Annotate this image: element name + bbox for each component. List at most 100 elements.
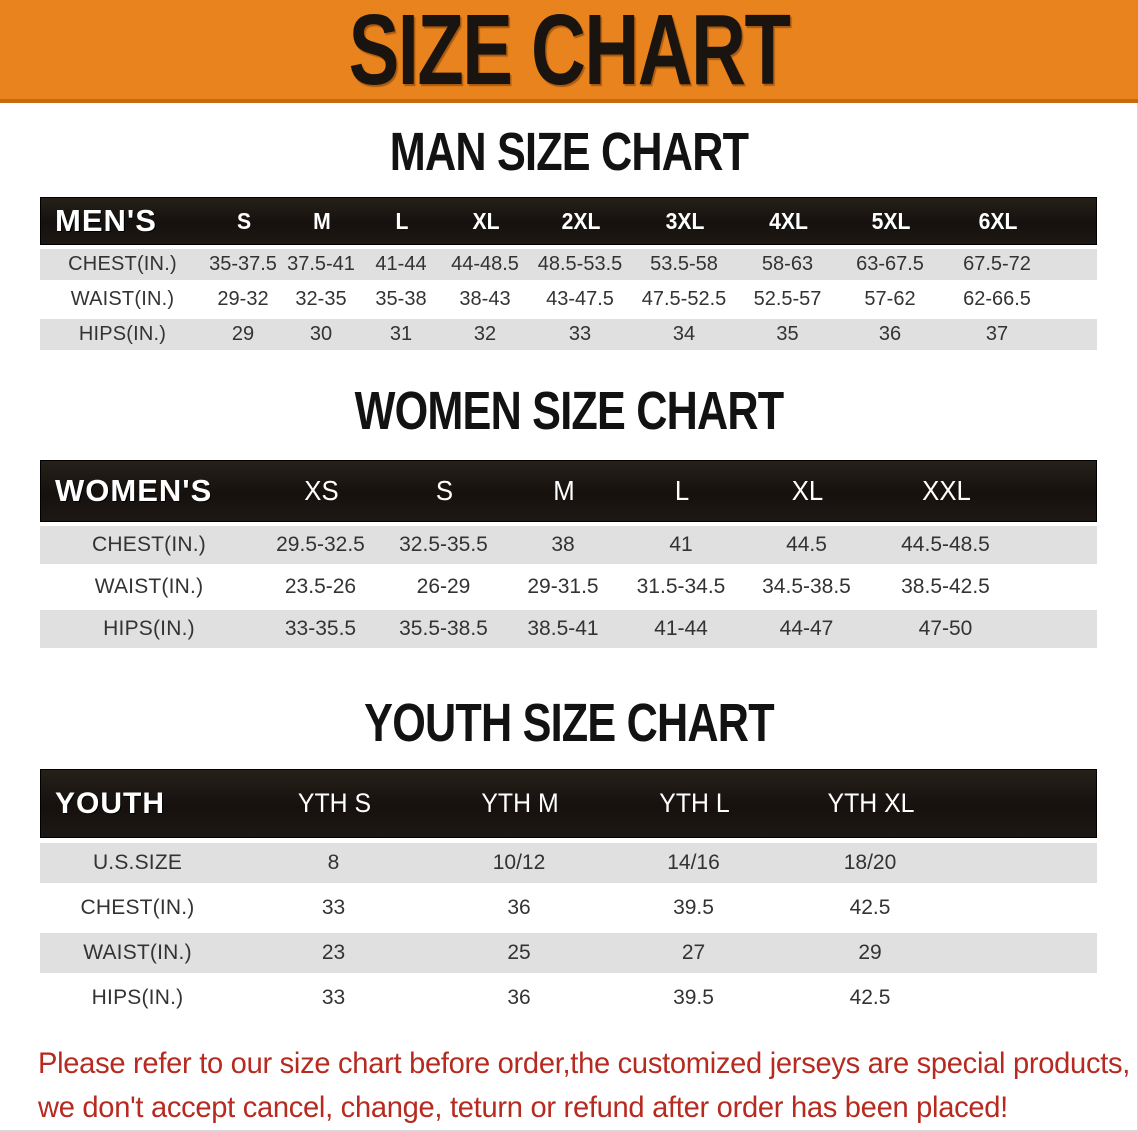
size-value-cell: 14/16 bbox=[667, 851, 720, 874]
size-value-cell: 37 bbox=[985, 323, 1009, 345]
size-value-cell: 29.5-32.5 bbox=[276, 533, 365, 556]
size-value-cell: 35-38 bbox=[375, 288, 427, 310]
size-value-cell: 44.5 bbox=[786, 533, 827, 556]
size-value-cell: 42.5 bbox=[849, 986, 891, 1009]
size-value-cell: 44-48.5 bbox=[451, 253, 519, 275]
youth-size-table: YOUTH YTH S YTH M YTH L YTH XL U.S.SIZE 8 10/12… bbox=[40, 769, 1097, 1018]
row-label: U.S.SIZE bbox=[92, 851, 183, 874]
banner: SIZE CHART bbox=[0, 0, 1138, 103]
men-table-title: MEN'S bbox=[55, 203, 157, 238]
row-label: HIPS(IN.) bbox=[78, 323, 167, 345]
women-size-chart-section: WOMEN SIZE CHART WOMEN'S XS S M L XL XXL CHEST(… bbox=[0, 384, 1138, 648]
size-value-cell: 35-37.5 bbox=[209, 253, 277, 275]
size-value-cell: 62-66.5 bbox=[963, 288, 1031, 310]
size-value-cell: 10/12 bbox=[492, 851, 546, 874]
size-value-cell: 43-47.5 bbox=[546, 288, 614, 310]
size-value-cell: 29 bbox=[231, 323, 255, 345]
men-size-chart-section: MAN SIZE CHART MEN'S S M L XL 2XL 3XL 4XL 5XL 6XL… bbox=[0, 125, 1138, 350]
size-column-header: YTH XL bbox=[827, 788, 915, 818]
size-column-header: XS bbox=[304, 475, 339, 506]
size-value-cell: 34.5-38.5 bbox=[762, 575, 851, 598]
size-value-cell: 38 bbox=[551, 533, 575, 556]
row-label: CHEST(IN.) bbox=[80, 896, 195, 919]
size-value-cell: 30 bbox=[309, 323, 333, 345]
size-column-header: S bbox=[435, 475, 454, 506]
size-value-cell: 32 bbox=[473, 323, 497, 345]
size-value-cell: 33-35.5 bbox=[284, 617, 357, 640]
page-title: SIZE CHART bbox=[348, 0, 791, 106]
size-value-cell: 39.5 bbox=[673, 896, 714, 919]
size-value-cell: 67.5-72 bbox=[963, 253, 1031, 275]
size-column-header: 2XL bbox=[561, 207, 601, 234]
size-value-cell: 33 bbox=[568, 323, 592, 345]
size-column-header: L bbox=[395, 207, 409, 234]
size-chart-content: MAN SIZE CHART MEN'S S M L XL 2XL 3XL 4XL 5XL 6XL… bbox=[0, 125, 1138, 1018]
size-value-cell: 8 bbox=[327, 851, 340, 874]
size-column-header: XL bbox=[791, 475, 824, 506]
size-value-cell: 36 bbox=[507, 896, 531, 919]
size-value-cell: 38.5-42.5 bbox=[901, 575, 990, 598]
men-section-heading: MAN SIZE CHART bbox=[389, 122, 749, 182]
size-value-cell: 33 bbox=[321, 986, 346, 1009]
size-column-header: XL bbox=[472, 207, 500, 234]
size-value-cell: 29-32 bbox=[217, 288, 269, 310]
size-value-cell: 48.5-53.5 bbox=[537, 253, 623, 275]
row-label: WAIST(IN.) bbox=[70, 288, 175, 310]
size-value-cell: 27 bbox=[681, 941, 706, 964]
size-value-cell: 53.5-58 bbox=[650, 253, 718, 275]
size-value-cell: 58-63 bbox=[761, 253, 814, 275]
women-row-chest-in: CHEST(IN.) 29.5-32.5 32.5-35.5 38 41 44.5 44.5… bbox=[40, 526, 1097, 564]
youth-table-header: YOUTH YTH S YTH M YTH L YTH XL bbox=[40, 769, 1097, 838]
order-notice: Please refer to our size chart before or… bbox=[38, 1042, 1138, 1130]
size-value-cell: 41-44 bbox=[654, 617, 708, 640]
size-value-cell: 29 bbox=[858, 941, 882, 964]
men-row-waist-in: WAIST(IN.) 29-32 32-35 35-38 38-43 43-47.5 47.… bbox=[40, 284, 1097, 315]
row-label: WAIST(IN.) bbox=[83, 941, 192, 964]
row-label: HIPS(IN.) bbox=[103, 617, 195, 640]
youth-row-u-s-size: U.S.SIZE 8 10/12 14/16 18/20 bbox=[40, 843, 1097, 883]
size-value-cell: 44.5-48.5 bbox=[901, 533, 990, 556]
size-value-cell: 47-50 bbox=[918, 617, 973, 640]
size-value-cell: 34 bbox=[672, 323, 696, 345]
women-section-heading: WOMEN SIZE CHART bbox=[354, 381, 785, 441]
men-row-hips-in: HIPS(IN.) 29 30 31 32 33 34 35 36 37 bbox=[40, 319, 1097, 350]
notice-line-1: Please refer to our size chart before or… bbox=[38, 1047, 1131, 1080]
youth-table-title: YOUTH bbox=[55, 786, 165, 820]
size-value-cell: 36 bbox=[878, 323, 902, 345]
size-value-cell: 52.5-57 bbox=[753, 288, 822, 310]
row-label: CHEST(IN.) bbox=[68, 253, 177, 275]
size-value-cell: 57-62 bbox=[864, 288, 916, 310]
row-label: HIPS(IN.) bbox=[91, 986, 184, 1009]
size-value-cell: 36 bbox=[507, 986, 531, 1009]
size-value-cell: 35 bbox=[776, 323, 799, 345]
size-value-cell: 32-35 bbox=[295, 288, 347, 310]
size-column-header: 4XL bbox=[769, 207, 808, 234]
size-value-cell: 63-67.5 bbox=[856, 253, 924, 275]
size-value-cell: 38-43 bbox=[459, 288, 511, 310]
row-label: WAIST(IN.) bbox=[94, 575, 204, 598]
size-column-header: S bbox=[236, 207, 252, 234]
size-column-header: YTH S bbox=[297, 788, 372, 818]
women-table-title: WOMEN'S bbox=[55, 473, 213, 508]
size-value-cell: 18/20 bbox=[843, 851, 897, 874]
size-column-header: 6XL bbox=[978, 207, 1018, 234]
size-value-cell: 35.5-38.5 bbox=[399, 617, 488, 640]
youth-row-chest-in: CHEST(IN.) 33 36 39.5 42.5 bbox=[40, 888, 1097, 928]
size-value-cell: 41-44 bbox=[375, 253, 427, 275]
size-column-header: L bbox=[674, 475, 690, 506]
size-value-cell: 44-47 bbox=[779, 617, 834, 640]
size-column-header: M bbox=[313, 207, 331, 234]
women-size-table: WOMEN'S XS S M L XL XXL CHEST(IN.) 29.5-32.5 32.5… bbox=[40, 460, 1097, 648]
women-row-waist-in: WAIST(IN.) 23.5-26 26-29 29-31.5 31.5-34.5 34… bbox=[40, 568, 1097, 606]
size-value-cell: 26-29 bbox=[416, 575, 471, 598]
youth-row-waist-in: WAIST(IN.) 23 25 27 29 bbox=[40, 933, 1097, 973]
youth-row-hips-in: HIPS(IN.) 33 36 39.5 42.5 bbox=[40, 978, 1097, 1018]
size-value-cell: 31.5-34.5 bbox=[636, 575, 726, 598]
size-column-header: YTH L bbox=[659, 788, 730, 818]
size-value-cell: 31 bbox=[389, 323, 413, 345]
men-size-table: MEN'S S M L XL 2XL 3XL 4XL 5XL 6XL CHEST(IN.) 35-37… bbox=[40, 197, 1097, 350]
size-column-header: M bbox=[553, 475, 575, 506]
size-value-cell: 33 bbox=[321, 896, 346, 919]
size-column-header: XXL bbox=[922, 475, 971, 506]
